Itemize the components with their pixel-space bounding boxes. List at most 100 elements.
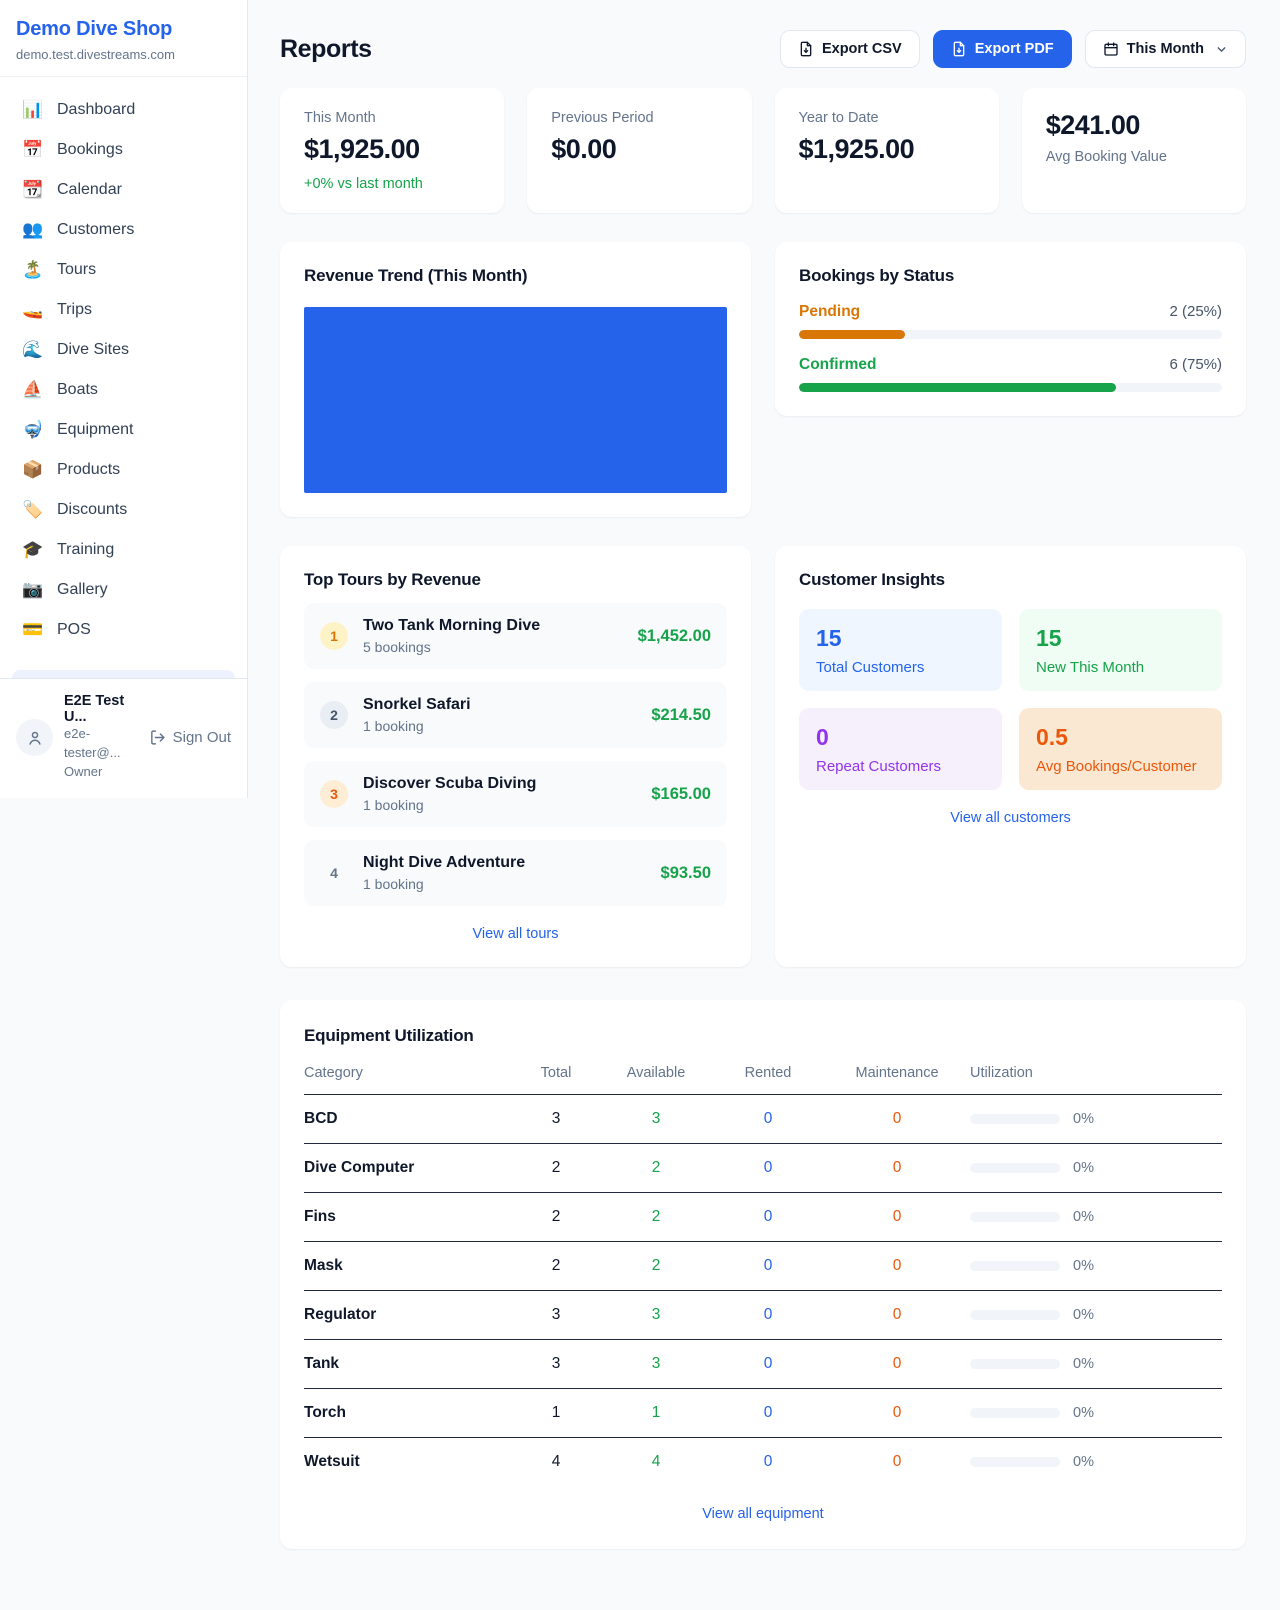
tour-name: Discover Scuba Diving [363, 775, 537, 792]
available-cell: 3 [651, 1306, 661, 1323]
tile-value: 0.5 [1036, 724, 1068, 750]
stat-value: $1,925.00 [304, 134, 420, 164]
sidebar-item-discounts[interactable]: 🏷️ Discounts [12, 490, 235, 530]
chevron-down-icon [1217, 46, 1226, 52]
column-header: Rented [744, 1065, 792, 1081]
sidebar-item-calendar[interactable]: 📆 Calendar [12, 170, 235, 210]
sidebar-item-label: Training [57, 541, 115, 558]
column-header: Total [540, 1065, 572, 1081]
utilization-bar [970, 1408, 1060, 1418]
tour-bookings: 1 booking [363, 876, 424, 892]
stat-card-avg-booking-value: $241.00 Avg Booking Value [1021, 88, 1246, 213]
utilization-cell: 0% [970, 1194, 1222, 1240]
bookings-icon: 📅 [22, 140, 44, 159]
tile-label: New This Month [1036, 659, 1145, 676]
page-title: Reports [280, 34, 372, 63]
brand: Demo Dive Shop demo.test.divestreams.com [0, 0, 247, 77]
sidebar-item-boats[interactable]: ⛵ Boats [12, 370, 235, 410]
boats-icon: ⛵ [22, 380, 44, 399]
total-cell: 3 [551, 1110, 561, 1127]
tour-name: Snorkel Safari [363, 696, 471, 713]
sign-out-icon [150, 730, 165, 745]
table-row: BCD 3 3 0 0 0% [304, 1095, 1222, 1144]
tours-insights-row: Top Tours by Revenue 1 Two Tank Morning … [280, 546, 1246, 967]
avatar [16, 719, 53, 757]
sign-out-button[interactable]: Sign Out [149, 729, 231, 746]
sidebar-item-trips[interactable]: 🚤 Trips [12, 290, 235, 330]
tile-value: 15 [816, 625, 842, 651]
equipment-table: Category Total Available Rented Maintena… [304, 1059, 1222, 1486]
maintenance-cell: 0 [892, 1453, 902, 1470]
stat-card-previous-period: Previous Period $0.00 [527, 88, 752, 213]
tile-value: 15 [1036, 625, 1062, 651]
view-all-tours-link[interactable]: View all tours [472, 926, 559, 942]
user-panel: E2E Test U... e2e-tester@... Owner Sign … [0, 678, 247, 798]
utilization-percent: 0% [1073, 1356, 1094, 1372]
tour-revenue: $1,452.00 [637, 626, 711, 645]
sidebar-item-dashboard[interactable]: 📊 Dashboard [12, 90, 235, 130]
dashboard-icon: 📊 [22, 100, 44, 119]
rank-badge: 2 [320, 701, 348, 729]
view-all-equipment-link[interactable]: View all equipment [702, 1506, 824, 1522]
period-select[interactable]: This Month [1084, 30, 1246, 68]
sidebar-item-label: Dive Sites [57, 341, 130, 358]
sidebar-item-training[interactable]: 🎓 Training [12, 530, 235, 570]
category-cell: BCD [304, 1110, 338, 1127]
sidebar-item-label: Customers [57, 221, 135, 238]
sidebar-item-products[interactable]: 📦 Products [12, 450, 235, 490]
tour-bookings: 1 booking [363, 797, 424, 813]
user-role: Owner [64, 764, 103, 780]
sidebar-item-equipment[interactable]: 🤿 Equipment [12, 410, 235, 450]
category-cell: Mask [304, 1257, 343, 1274]
shop-domain: demo.test.divestreams.com [16, 47, 175, 62]
total-cell: 2 [551, 1208, 561, 1225]
sidebar: Demo Dive Shop demo.test.divestreams.com… [0, 0, 248, 798]
stat-delta: +0% vs last month [304, 176, 423, 192]
tour-revenue: $93.50 [660, 863, 711, 882]
sidebar-item-bookings[interactable]: 📅 Bookings [12, 130, 235, 170]
category-cell: Tank [304, 1355, 340, 1372]
tile-label: Repeat Customers [816, 758, 942, 775]
sidebar-item-label: Tours [57, 261, 97, 278]
sidebar-item-pos[interactable]: 💳 POS [12, 610, 235, 650]
status-value: 2 (25%) [1169, 303, 1222, 320]
rented-cell: 0 [763, 1110, 773, 1127]
tile-label: Total Customers [816, 659, 925, 676]
export-pdf-button[interactable]: Export PDF [932, 30, 1072, 68]
tour-name: Night Dive Adventure [363, 854, 526, 871]
sidebar-item-gallery[interactable]: 📷 Gallery [12, 570, 235, 610]
sidebar-item-reports-partial[interactable] [12, 670, 235, 679]
stat-card-year-to-date: Year to Date $1,925.00 [774, 88, 999, 213]
equipment-utilization-card: Equipment Utilization Category Total Ava… [280, 1000, 1246, 1549]
column-header: Available [626, 1065, 686, 1081]
maintenance-cell: 0 [892, 1159, 902, 1176]
sidebar-item-dive-sites[interactable]: 🌊 Dive Sites [12, 330, 235, 370]
total-cell: 3 [551, 1306, 561, 1323]
file-download-icon [800, 41, 812, 57]
available-cell: 2 [651, 1208, 661, 1225]
utilization-cell: 0% [970, 1390, 1222, 1436]
rented-cell: 0 [763, 1404, 773, 1421]
stat-card-this-month: This Month $1,925.00 +0% vs last month [280, 88, 505, 213]
utilization-percent: 0% [1073, 1454, 1094, 1470]
export-csv-button[interactable]: Export CSV [779, 30, 920, 68]
column-header: Utilization [970, 1065, 1033, 1081]
utilization-bar [970, 1310, 1060, 1320]
stat-value: $1,925.00 [798, 134, 915, 164]
total-cell: 1 [551, 1404, 561, 1421]
bookings-by-status-card: Bookings by Status Pending 2 (25%) Confi… [775, 242, 1246, 416]
total-cell: 2 [551, 1159, 561, 1176]
charts-row: Revenue Trend (This Month) Bookings by S… [280, 242, 1246, 517]
utilization-percent: 0% [1073, 1209, 1094, 1225]
tour-row: 4 Night Dive Adventure 1 booking $93.50 [304, 840, 727, 906]
maintenance-cell: 0 [892, 1257, 902, 1274]
rank-badge: 4 [330, 865, 338, 881]
utilization-percent: 0% [1073, 1405, 1094, 1421]
available-cell: 1 [651, 1404, 661, 1421]
sidebar-item-tours[interactable]: 🏝️ Tours [12, 250, 235, 290]
view-all-customers-link[interactable]: View all customers [950, 810, 1071, 826]
header-actions: Export CSV Export PDF This Month [779, 30, 1246, 68]
tile-new-this-month: 15 New This Month [1019, 609, 1222, 691]
page-header: Reports Export CSV Export PDF This Month [280, 30, 1246, 68]
sidebar-item-customers[interactable]: 👥 Customers [12, 210, 235, 250]
